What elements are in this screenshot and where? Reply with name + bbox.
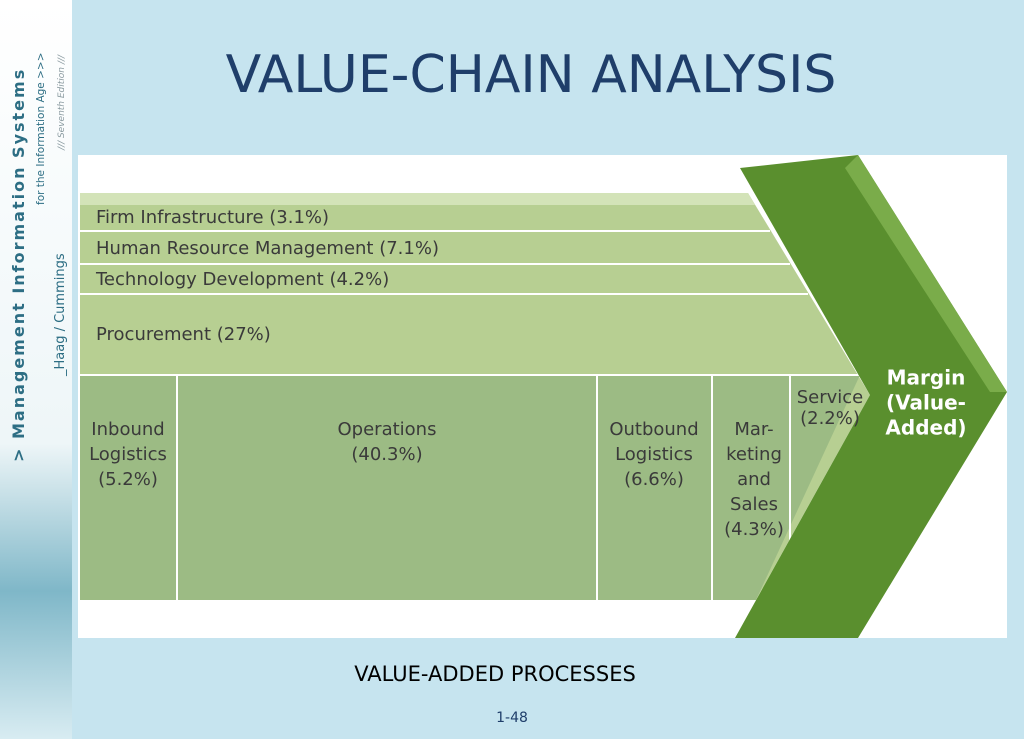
primary-label: (6.6%) <box>624 469 684 490</box>
margin-text: Added) <box>885 416 966 440</box>
primary-label: (40.3%) <box>351 444 422 465</box>
support-label: Human Resource Management (7.1%) <box>96 238 439 259</box>
primary-label: keting <box>726 444 782 465</box>
margin-label: Margin(Value-Added) <box>885 366 966 440</box>
support-label: Firm Infrastructure (3.1%) <box>96 207 329 228</box>
separators <box>80 230 860 600</box>
sidebar <box>0 0 72 739</box>
margin-chevron <box>735 155 1007 638</box>
authors: _Haag / Cummings <box>53 253 68 377</box>
edition: /// Seventh Edition /// <box>57 54 67 151</box>
margin-text: (Value- <box>886 391 966 415</box>
primary-label: (4.3%) <box>724 519 784 540</box>
primary-label: Outbound <box>609 419 698 440</box>
primary-label: Inbound <box>91 419 164 440</box>
top-edge <box>80 193 755 205</box>
series-title: > Management Information Systems <box>9 68 28 462</box>
page-number: 1-48 <box>496 710 528 726</box>
primary-label: Sales <box>730 494 778 515</box>
primary-area <box>80 375 860 600</box>
series-subtitle: for the Information Age >>> <box>35 52 47 205</box>
support-label: Technology Development (4.2%) <box>95 269 389 290</box>
primary-label: Mar- <box>734 419 773 440</box>
primary-label: and <box>737 469 771 490</box>
primary-label: Logistics <box>89 444 167 465</box>
slide-title: VALUE-CHAIN ANALYSIS <box>226 45 837 105</box>
primary-labels: Inbound Logistics (5.2%) Operations (40.3%) O… <box>89 387 863 540</box>
primary-label: Service <box>797 387 864 408</box>
primary-label: Operations <box>338 419 437 440</box>
primary-label: (2.2%) <box>800 408 860 429</box>
chevron-edge <box>845 155 1007 392</box>
support-label: Procurement (27%) <box>96 324 271 345</box>
caption: VALUE-ADDED PROCESSES <box>354 662 636 686</box>
margin-text: Margin <box>887 366 966 390</box>
primary-label: (5.2%) <box>98 469 158 490</box>
primary-label: Logistics <box>615 444 693 465</box>
